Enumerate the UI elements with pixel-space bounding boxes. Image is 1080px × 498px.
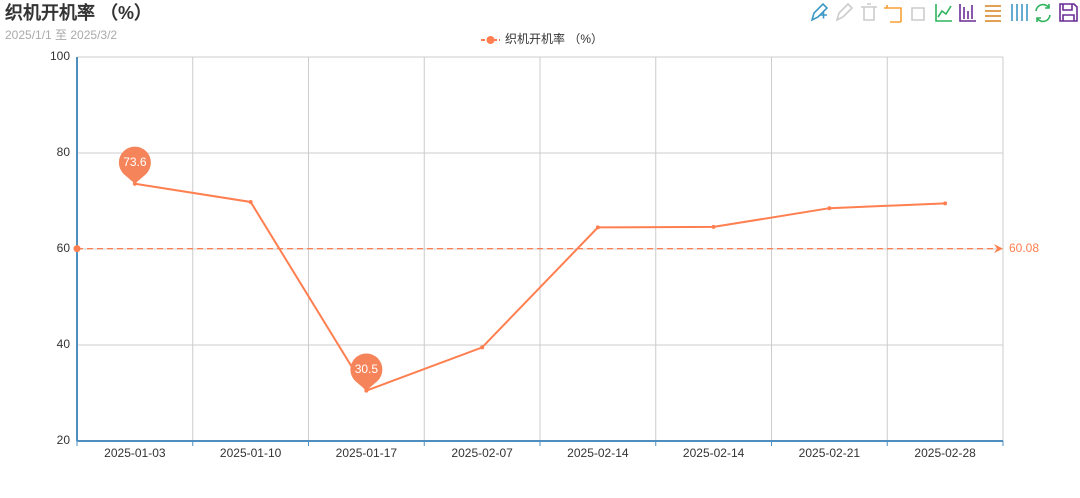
tool-restore[interactable] — [1035, 3, 1051, 23]
tool-zoom-reset[interactable] — [911, 7, 925, 21]
series-line — [134, 182, 946, 392]
average-label: 60.08 — [1009, 241, 1039, 255]
point — [480, 345, 485, 350]
x-tick-label: 2025-02-07 — [451, 446, 513, 460]
x-tick-label: 2025-02-28 — [914, 446, 976, 460]
y-tick-label: 20 — [57, 433, 71, 447]
y-tick-label: 40 — [57, 337, 71, 351]
tool-bar[interactable] — [959, 4, 976, 22]
mark-pin-label: 73.6 — [123, 155, 147, 169]
point — [248, 199, 253, 204]
tool-zoom[interactable] — [884, 5, 902, 23]
x-tick-label: 2025-02-14 — [683, 446, 745, 460]
average-arrow — [994, 244, 1003, 254]
point — [711, 224, 716, 229]
toolbox — [810, 2, 1078, 23]
tool-save[interactable] — [1059, 3, 1078, 22]
average-start — [73, 245, 81, 253]
legend-marker — [486, 36, 495, 44]
point — [595, 225, 600, 230]
mark-pin — [118, 146, 151, 184]
tool-line[interactable] — [935, 4, 952, 22]
tool-edit-disabled[interactable] — [835, 2, 854, 22]
tool-stack[interactable] — [985, 5, 1001, 22]
x-tick-label: 2025-02-21 — [799, 446, 861, 460]
tool-tiled[interactable] — [1011, 4, 1028, 21]
x-tick-label: 2025-01-03 — [104, 446, 166, 460]
y-tick-label: 60 — [57, 241, 71, 255]
legend-label: 织机开机率 （%） — [505, 31, 603, 46]
chart-subtitle: 2025/1/1 至 2025/3/2 — [5, 28, 117, 42]
tool-delete[interactable] — [861, 3, 877, 21]
mark-pin — [350, 353, 383, 391]
y-tick-label: 80 — [57, 145, 71, 159]
x-tick-label: 2025-01-17 — [336, 446, 398, 460]
y-tick-label: 100 — [50, 49, 70, 63]
mark-pin-label: 30.5 — [355, 362, 379, 376]
x-tick-label: 2025-01-10 — [220, 446, 282, 460]
x-tick-label: 2025-02-14 — [567, 446, 629, 460]
point — [827, 206, 832, 211]
tool-edit[interactable] — [810, 2, 829, 22]
point — [943, 201, 948, 206]
chart-title: 织机开机率 （%） — [5, 2, 152, 23]
